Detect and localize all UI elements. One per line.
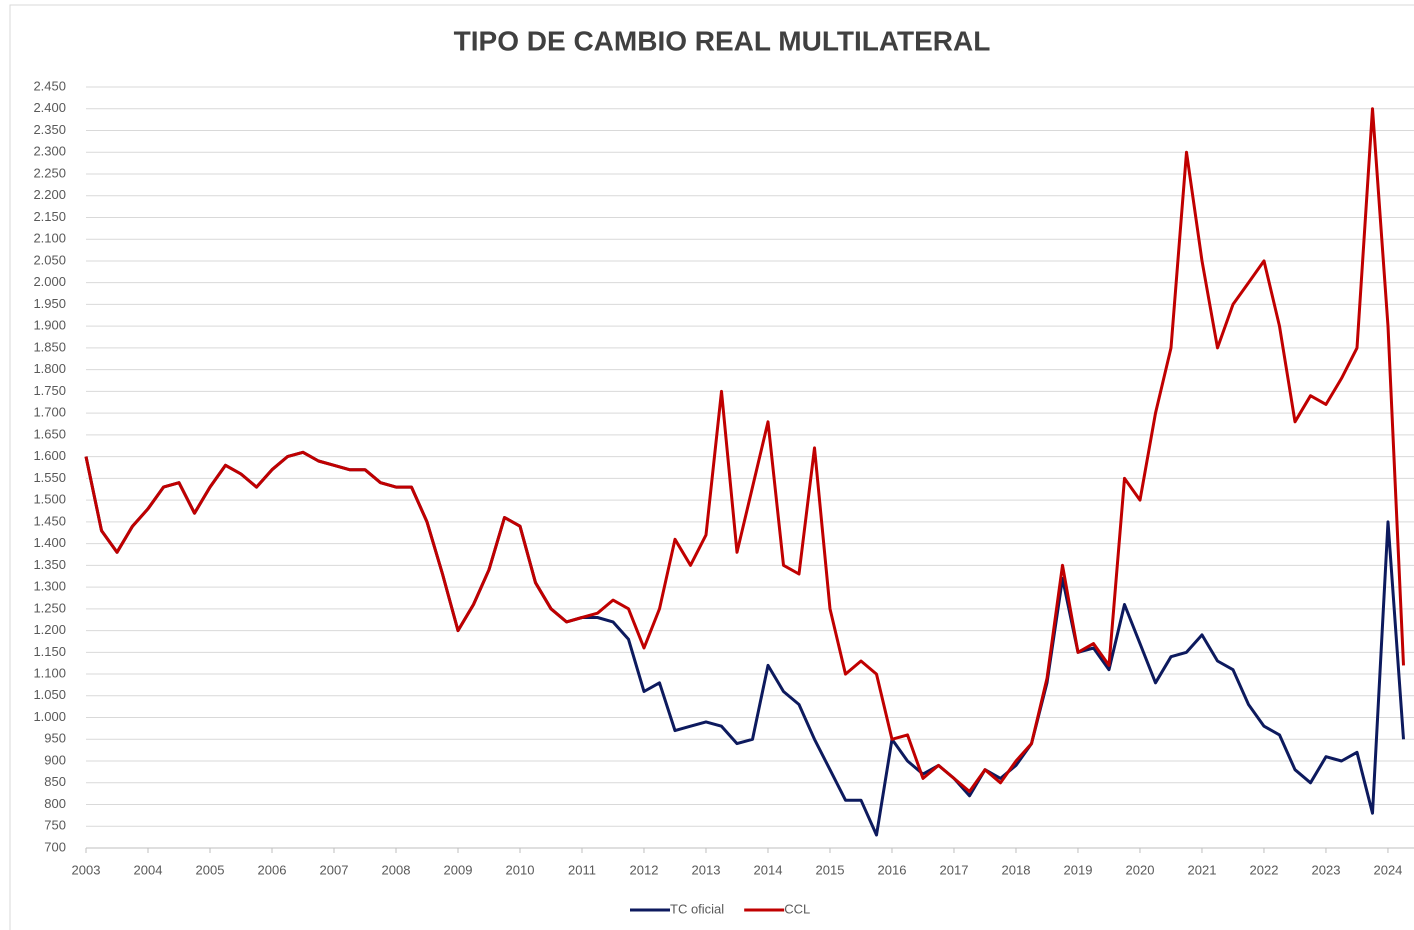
y-tick-label: 700 — [44, 839, 66, 854]
x-tick-label: 2011 — [568, 862, 596, 877]
y-tick-label: 2.000 — [33, 274, 66, 289]
chart-title: TIPO DE CAMBIO REAL MULTILATERAL — [454, 25, 991, 56]
x-tick-label: 2014 — [754, 862, 783, 877]
y-tick-label: 1.550 — [33, 470, 66, 485]
y-tick-label: 1.900 — [33, 318, 66, 333]
y-tick-label: 1.800 — [33, 361, 66, 376]
y-tick-label: 1.300 — [33, 579, 66, 594]
y-tick-label: 2.400 — [33, 100, 66, 115]
y-tick-label: 850 — [44, 774, 66, 789]
y-tick-label: 2.200 — [33, 187, 66, 202]
x-tick-label: 2024 — [1373, 862, 1402, 877]
legend-label: CCL — [784, 901, 810, 916]
x-tick-label: 2021 — [1188, 862, 1217, 877]
y-tick-label: 2.450 — [33, 78, 66, 93]
y-tick-label: 2.300 — [33, 144, 66, 159]
y-tick-label: 2.100 — [33, 231, 66, 246]
y-tick-label: 1.850 — [33, 339, 66, 354]
y-tick-label: 1.450 — [33, 513, 66, 528]
y-tick-label: 750 — [44, 818, 66, 833]
y-tick-label: 1.200 — [33, 622, 66, 637]
y-tick-label: 1.700 — [33, 405, 66, 420]
y-tick-label: 1.350 — [33, 557, 66, 572]
x-tick-label: 2022 — [1250, 862, 1279, 877]
y-tick-label: 1.150 — [33, 644, 66, 659]
x-tick-label: 2019 — [1064, 862, 1093, 877]
y-tick-label: 1.500 — [33, 492, 66, 507]
y-tick-label: 1.650 — [33, 426, 66, 441]
x-tick-label: 2008 — [382, 862, 411, 877]
y-tick-label: 1.950 — [33, 296, 66, 311]
x-tick-label: 2016 — [878, 862, 907, 877]
x-tick-label: 2015 — [816, 862, 845, 877]
y-tick-label: 1.050 — [33, 687, 66, 702]
series-line — [84, 107, 1405, 793]
y-tick-label: 2.050 — [33, 252, 66, 267]
x-tick-label: 2005 — [196, 862, 225, 877]
y-tick-label: 1.100 — [33, 665, 66, 680]
x-tick-label: 2003 — [72, 862, 101, 877]
y-tick-label: 800 — [44, 796, 66, 811]
y-tick-label: 2.150 — [33, 209, 66, 224]
y-tick-label: 1.400 — [33, 535, 66, 550]
x-tick-label: 2010 — [506, 862, 535, 877]
x-tick-label: 2023 — [1312, 862, 1341, 877]
y-tick-label: 1.750 — [33, 383, 66, 398]
y-tick-label: 900 — [44, 752, 66, 767]
x-tick-label: 2013 — [692, 862, 721, 877]
x-tick-label: 2020 — [1126, 862, 1155, 877]
x-tick-label: 2007 — [320, 862, 349, 877]
y-tick-label: 1.600 — [33, 448, 66, 463]
y-tick-label: 1.000 — [33, 709, 66, 724]
x-tick-label: 2004 — [134, 862, 163, 877]
x-tick-label: 2006 — [258, 862, 287, 877]
x-tick-label: 2012 — [630, 862, 659, 877]
y-tick-label: 950 — [44, 731, 66, 746]
y-tick-label: 2.250 — [33, 165, 66, 180]
legend-label: TC oficial — [670, 901, 724, 916]
y-tick-label: 1.250 — [33, 600, 66, 615]
x-tick-label: 2017 — [940, 862, 969, 877]
x-tick-label: 2009 — [444, 862, 473, 877]
x-tick-label: 2018 — [1002, 862, 1031, 877]
y-tick-label: 2.350 — [33, 122, 66, 137]
chart-border — [9, 4, 1414, 930]
